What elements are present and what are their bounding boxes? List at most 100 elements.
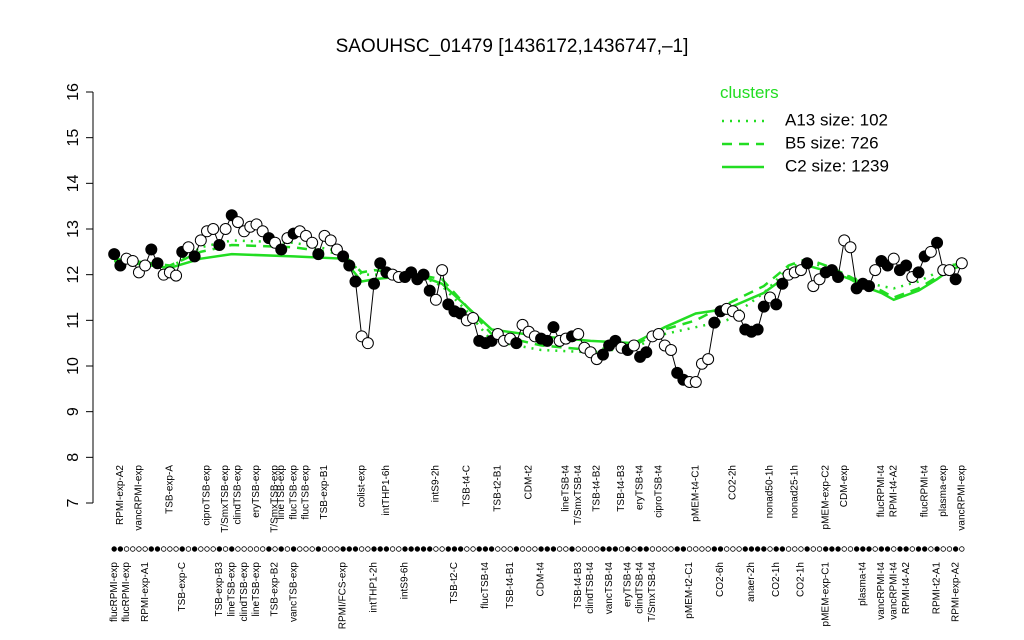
bottom-label: TSB-t4-B1 (505, 562, 516, 609)
bottom-label: intS9-6h (400, 562, 411, 599)
rug-dot (705, 546, 711, 552)
rug-dot (247, 546, 254, 552)
rug-dot (259, 546, 266, 552)
point (436, 264, 449, 277)
rug-dot (482, 546, 489, 552)
bottom-label: TSB-t2-C (449, 562, 460, 604)
rug-dot (346, 546, 352, 552)
rug-dot (569, 546, 575, 552)
rug-dot (575, 546, 581, 552)
rug-dot (358, 546, 365, 552)
rug-dot (284, 546, 291, 552)
point (374, 257, 387, 270)
rug-dot (841, 546, 847, 552)
y-tick-label: 13 (65, 220, 82, 238)
top-label: TSB-t4-C (461, 465, 472, 507)
top-label: intTHP1-6h (381, 465, 392, 516)
rug-dot (253, 546, 260, 552)
rug-dot (439, 546, 445, 552)
bottom-label: RPMI-exp-A1 (140, 562, 151, 622)
rug-dot (389, 546, 396, 552)
rug-dot (550, 546, 557, 552)
bottom-label: TSB-exp-B2 (270, 562, 281, 617)
rug-dot (111, 546, 117, 552)
rug-dot (563, 546, 569, 552)
bottom-label: RPMI-exp-A2 (950, 562, 961, 622)
bottom-label: TSB-exp-C (177, 562, 188, 611)
rug-dot (618, 546, 625, 552)
point (306, 236, 319, 249)
rug-dot (612, 546, 619, 552)
rug-dot (792, 546, 798, 552)
point (572, 328, 585, 341)
rug-dot (526, 546, 532, 552)
rug-dot (909, 546, 916, 552)
rug-dot (711, 546, 718, 552)
point (139, 259, 152, 272)
point (126, 254, 139, 267)
rug-dot (693, 546, 699, 552)
top-label: vancRPMI-exp (134, 465, 145, 531)
point (547, 321, 560, 334)
rug-dot (420, 546, 427, 552)
rug-dot (278, 546, 284, 552)
point (801, 257, 814, 270)
rug-dot (847, 546, 854, 552)
point (832, 270, 845, 283)
point (596, 348, 609, 361)
bottom-label: clindTSB-t4 (635, 562, 646, 614)
rug-dot (185, 546, 192, 552)
point (751, 323, 764, 336)
bottom-label: flucRPMI-exp (121, 562, 132, 622)
top-label: TSB-t4-B2 (591, 465, 602, 512)
rug-dot (470, 546, 476, 552)
bottom-label: flucTSB-t4 (480, 562, 491, 609)
rug-dot (148, 546, 155, 552)
rug-dot (414, 546, 421, 552)
rug-dot (222, 546, 229, 552)
point (417, 268, 430, 281)
top-label: TSB-exp-B1 (319, 465, 330, 520)
point (912, 266, 925, 279)
top-label: flucRPMI-t4 (876, 465, 887, 518)
top-label: TSB-t4-B3 (616, 465, 627, 512)
bottom-label: plasma-t4 (857, 562, 868, 606)
point (213, 238, 226, 251)
rug-dot (779, 546, 786, 552)
point (869, 264, 882, 277)
bottom-label: lineTSB-exp (251, 562, 262, 617)
rug-dot (241, 546, 247, 552)
rug-dot (445, 546, 451, 552)
rug-dot (674, 546, 680, 552)
legend-label: A13 size: 102 (785, 110, 888, 129)
point (337, 250, 350, 263)
top-label: RPMI-exp-A2 (115, 465, 126, 525)
point (900, 259, 913, 272)
top-label: intS9-2h (431, 465, 442, 502)
point (151, 257, 164, 270)
top-label: plasma-exp (938, 465, 949, 517)
rug-dot (130, 546, 136, 552)
bottom-label: CO2-1h (771, 562, 782, 597)
y-tick-label: 14 (65, 174, 82, 192)
rug-dot (686, 546, 693, 552)
top-label: TSB-t2-B1 (492, 465, 503, 512)
point (312, 248, 325, 261)
bottom-label: pMEM-t2-C1 (684, 562, 695, 619)
rug-dot (235, 546, 241, 552)
point (640, 346, 653, 359)
top-label: TSB-exp-A (165, 465, 176, 514)
rug-dot (724, 546, 730, 552)
top-label: eryTSB-t4 (635, 465, 646, 510)
rug-dot (476, 546, 482, 552)
point (708, 316, 721, 329)
rug-dot (717, 546, 724, 552)
top-label: nonad50-1h (765, 465, 776, 518)
rug-dot (606, 546, 612, 552)
rug-dot (866, 546, 872, 552)
point (770, 298, 783, 311)
rug-dot (921, 546, 928, 552)
top-label: pMEM-t4-C1 (690, 465, 701, 522)
top-label: colist-exp (356, 465, 367, 508)
